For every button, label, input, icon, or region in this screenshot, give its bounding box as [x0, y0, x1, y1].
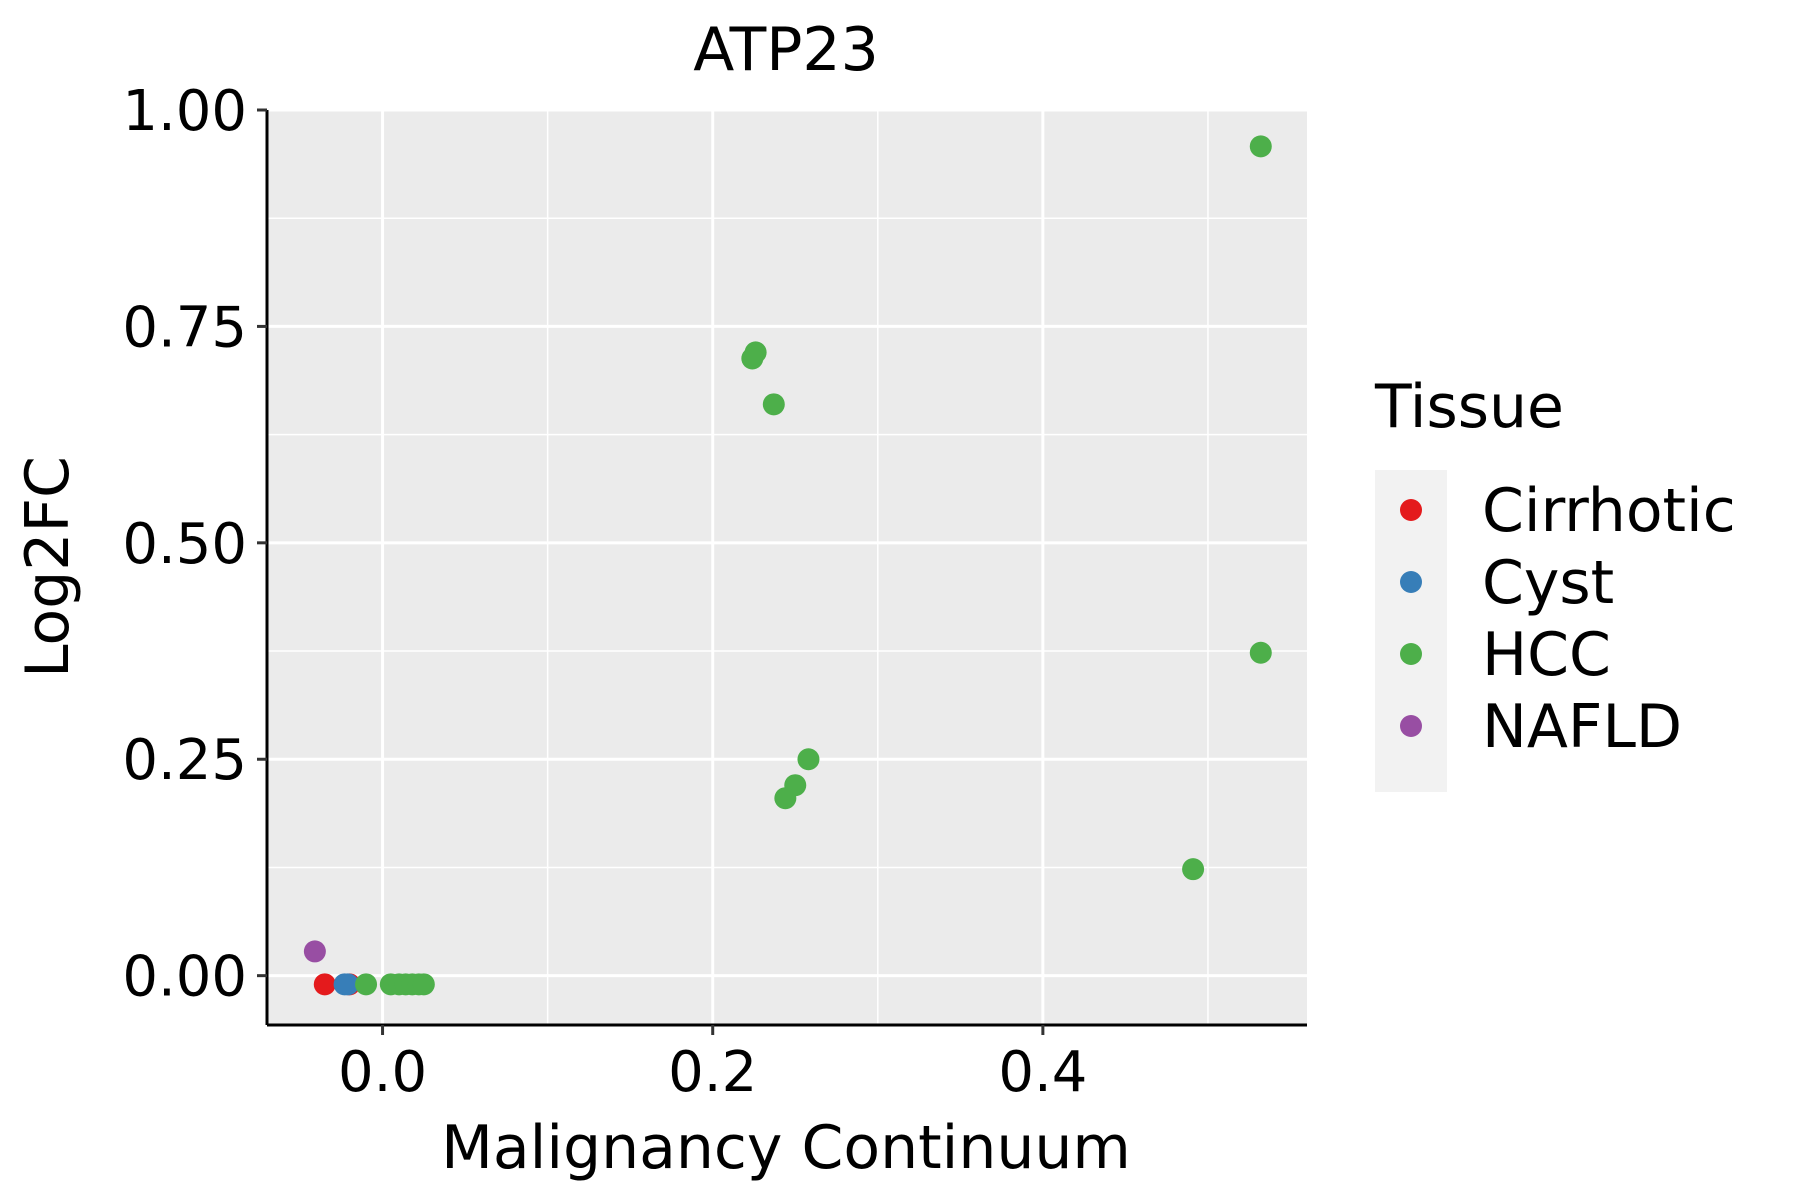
legend-key-background [1375, 470, 1447, 792]
point-cyst [336, 973, 359, 996]
legend-title: Tissue [1374, 372, 1564, 442]
legend-label-hcc: HCC [1482, 620, 1611, 690]
legend-key-nafld [1400, 715, 1422, 737]
x-tick-label: 0.4 [998, 1040, 1087, 1105]
point-hcc [797, 748, 820, 771]
chart-title: ATP23 [693, 15, 879, 85]
legend-label-cyst: Cyst [1482, 548, 1614, 618]
point-hcc [741, 347, 764, 370]
y-tick-label: 0.00 [122, 945, 247, 1010]
legend-key-cirrhotic [1400, 499, 1422, 521]
point-hcc [355, 973, 378, 996]
legend-key-cyst [1400, 571, 1422, 593]
grid-lines [267, 108, 1307, 1025]
legend-key-hcc [1400, 643, 1422, 665]
point-hcc [1249, 641, 1272, 664]
point-hcc [762, 393, 785, 416]
y-axis-title: Log2FC [13, 456, 83, 678]
y-tick-label: 0.25 [122, 728, 247, 793]
axis-ticks: 0.0 0.2 0.4 0.00 0.25 0.50 0.75 1.00 [122, 79, 1087, 1105]
x-tick-label: 0.0 [338, 1040, 427, 1105]
point-nafld [303, 940, 326, 963]
point-hcc [774, 787, 797, 810]
point-hcc [412, 973, 435, 996]
legend-label-cirrhotic: Cirrhotic [1482, 476, 1736, 546]
point-hcc [1249, 135, 1272, 158]
data-points [303, 135, 1272, 996]
y-tick-label: 0.75 [122, 295, 247, 360]
y-tick-label: 1.00 [122, 79, 247, 144]
x-axis-title: Malignancy Continuum [441, 1113, 1131, 1183]
point-cirrhotic [313, 973, 336, 996]
x-tick-label: 0.2 [668, 1040, 757, 1105]
panel-background [267, 110, 1307, 1025]
point-hcc [1182, 858, 1205, 881]
legend-label-nafld: NAFLD [1482, 692, 1682, 762]
y-tick-label: 0.50 [122, 512, 247, 577]
